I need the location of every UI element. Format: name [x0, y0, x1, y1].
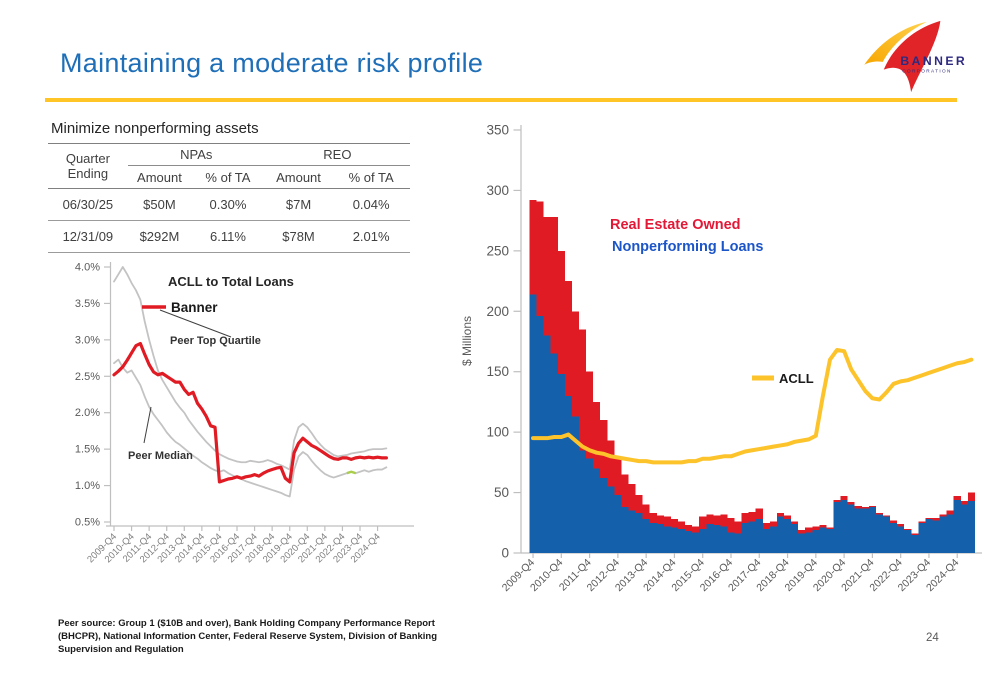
acll-legend-label: ACLL — [779, 371, 814, 386]
y-tick-label: 3.5% — [75, 298, 100, 310]
table-row: 12/31/09 $292M 6.11% $78M 2.01% — [48, 220, 410, 253]
reo-pct-cell: 2.01% — [332, 220, 410, 253]
reo-pct-cell: 0.04% — [332, 188, 410, 221]
y-tick-label: 50 — [494, 485, 509, 500]
y-tick-label: 2.0% — [75, 407, 100, 419]
y-tick-label: 4.0% — [75, 262, 100, 274]
acll-line — [531, 347, 974, 465]
npa-pct-header: % of TA — [191, 165, 265, 189]
y-tick-label: 150 — [486, 364, 509, 379]
npa-amount-header: Amount — [127, 165, 192, 189]
npas-group-header: NPAs — [127, 143, 265, 166]
quarter-ending-header: Quarter Ending — [48, 143, 128, 189]
y-axis-label: $ Millions — [460, 316, 474, 366]
banner-corporation-logo: BANNER CORPORATION — [864, 20, 967, 93]
quarter-cell: 12/31/09 — [48, 220, 128, 253]
y-tick-label: 3.0% — [75, 334, 100, 346]
series-line-peer-top-quartile — [113, 266, 388, 471]
y-tick-label: 100 — [486, 425, 509, 440]
title-accent-rule — [45, 98, 957, 102]
acll-ratio-line-chart: 0.5%1.0%1.5%2.0%2.5%3.0%3.5%4.0%2009-Q42… — [75, 262, 414, 565]
y-tick-label: 2.5% — [75, 371, 100, 383]
peer-top-quartile-label: Peer Top Quartile — [170, 335, 261, 347]
reo-pct-header: % of TA — [332, 165, 410, 189]
footer-line: Peer source: Group 1 ($10B and over), Ba… — [58, 618, 435, 629]
y-tick-label: 200 — [486, 304, 509, 319]
npa-pct-cell: 0.30% — [191, 188, 265, 221]
npa-table: Quarter Ending NPAs REO Amount % of TA A… — [48, 143, 410, 253]
table-row: 06/30/25 $50M 0.30% $7M 0.04% — [48, 188, 410, 221]
page-number: 24 — [926, 632, 939, 644]
footer-line: (BHCPR), National Information Center, Fe… — [58, 631, 438, 642]
stacked-bars — [529, 200, 975, 553]
banner-legend-label: Banner — [171, 300, 218, 315]
reo-amount-cell: $78M — [264, 220, 333, 253]
reo-amount-header: Amount — [264, 165, 333, 189]
logo-subtext: CORPORATION — [902, 69, 951, 74]
logo-wordmark: BANNER — [900, 54, 967, 68]
y-tick-label: 0.5% — [75, 517, 100, 529]
footer-line: Supervision and Regulation — [58, 644, 184, 655]
quarter-cell: 06/30/25 — [48, 188, 128, 221]
series-line-peer-median — [113, 358, 388, 498]
npa-pct-cell: 6.11% — [191, 220, 265, 253]
reo-amount-cell: $7M — [264, 188, 333, 221]
series-line-banner — [112, 341, 388, 484]
y-tick-label: 1.5% — [75, 444, 100, 456]
y-tick-label: 1.0% — [75, 480, 100, 492]
nonperforming-loans-label: Nonperforming Loans — [612, 239, 763, 255]
footer-source-note: Peer source: Group 1 ($10B and over), Ba… — [58, 617, 437, 656]
logo-sail-icon — [883, 20, 941, 93]
logo-swoosh-icon — [864, 21, 927, 65]
real-estate-owned-label: Real Estate Owned — [610, 217, 741, 233]
y-tick-label: 250 — [486, 243, 509, 258]
peer-median-label: Peer Median — [128, 450, 193, 462]
y-tick-label: 0 — [501, 546, 509, 561]
npa-amount-cell: $50M — [127, 188, 192, 221]
page-title: Maintaining a moderate risk profile — [60, 48, 484, 78]
npa-amount-cell: $292M — [127, 220, 192, 253]
nonperforming-assets-heading: Minimize nonperforming assets — [51, 120, 259, 137]
median-highlight-segment — [346, 470, 356, 475]
y-tick-label: 350 — [486, 122, 509, 137]
y-tick-label: 300 — [486, 183, 509, 198]
chart-title: ACLL to Total Loans — [168, 274, 294, 289]
reo-group-header: REO — [264, 143, 410, 166]
